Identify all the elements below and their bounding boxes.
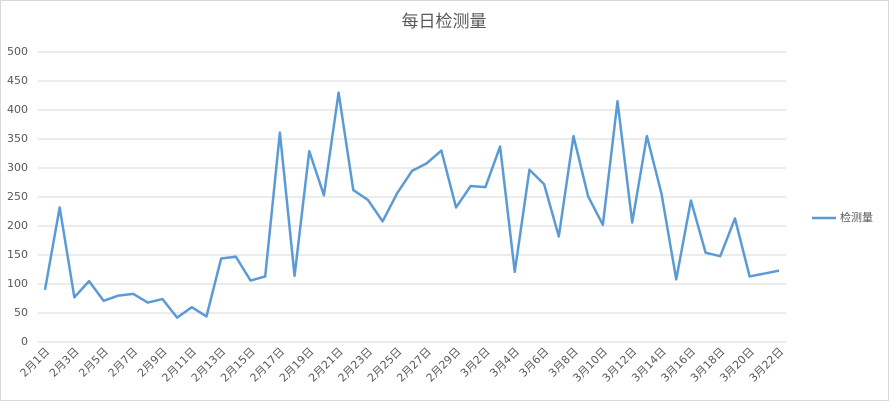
legend-label: 检测量 xyxy=(840,210,873,224)
chart-title: 每日检测量 xyxy=(402,12,487,32)
y-tick-label: 0 xyxy=(21,335,28,348)
y-tick-label: 300 xyxy=(7,161,28,174)
y-tick-label: 400 xyxy=(7,103,28,116)
y-tick-label: 450 xyxy=(7,74,28,87)
y-tick-label: 100 xyxy=(7,277,28,290)
y-tick-label: 500 xyxy=(7,45,28,58)
data-line xyxy=(43,91,780,319)
y-tick-label: 50 xyxy=(14,306,28,319)
y-tick-label: 250 xyxy=(7,190,28,203)
y-tick-label: 350 xyxy=(7,132,28,145)
y-tick-label: 150 xyxy=(7,248,28,261)
y-tick-label: 200 xyxy=(7,219,28,232)
